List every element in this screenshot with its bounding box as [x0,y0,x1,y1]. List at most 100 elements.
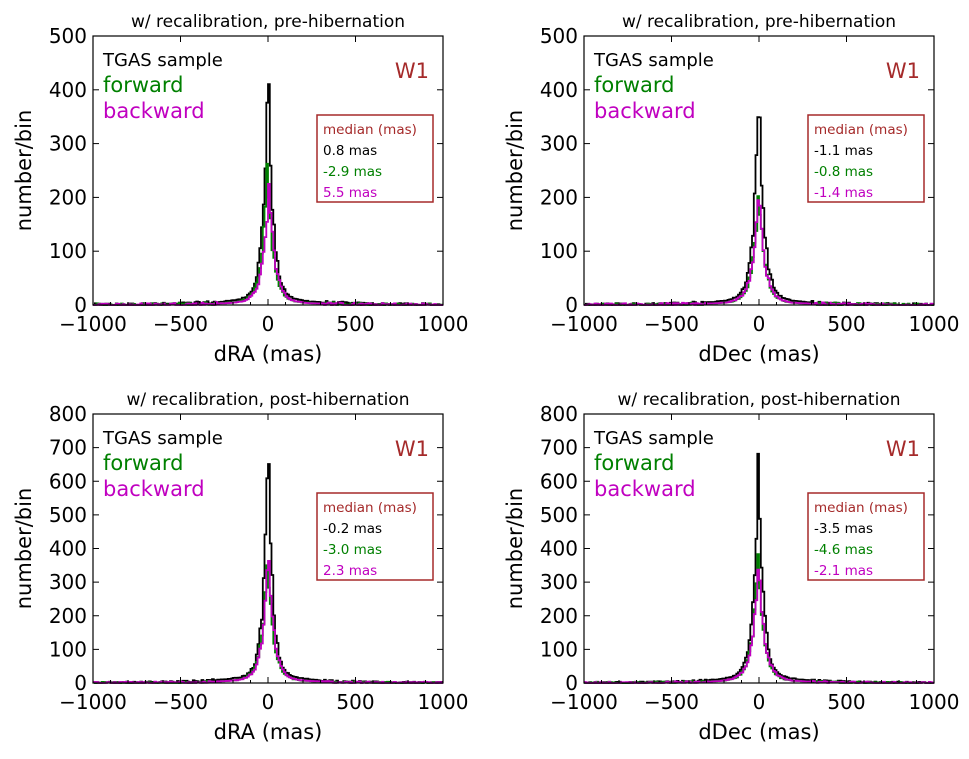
y-tick-label: 500 [540,24,578,48]
legend-backward: backward [103,99,205,123]
y-tick-label: 400 [540,78,578,102]
x-tick-label: −1000 [59,312,127,336]
y-tick-label: 500 [49,24,87,48]
x-tick-label: −1000 [550,312,618,336]
y-tick-label: 600 [540,469,578,493]
legend-tgas: TGAS sample [102,50,223,71]
median-value: -1.4 mas [814,185,873,201]
chart-title: w/ recalibration, pre-hibernation [622,12,896,32]
band-label: W1 [886,437,920,461]
median-header: median (mas) [323,122,417,138]
legend-backward: backward [594,477,696,501]
legend-tgas: TGAS sample [593,50,714,71]
median-value: -3.0 mas [323,542,382,558]
y-tick-label: 300 [49,570,87,594]
y-tick-label: 0 [74,293,87,317]
y-tick-label: 200 [540,185,578,209]
x-axis-label: dDec (mas) [698,720,819,744]
y-tick-label: 400 [540,537,578,561]
y-axis-label: number/bin [503,488,527,610]
y-tick-label: 100 [49,239,87,263]
legend-backward: backward [103,477,205,501]
x-tick-label: −500 [153,312,208,336]
median-value: -2.1 mas [814,563,873,579]
legend-tgas: TGAS sample [102,428,223,449]
y-axis-label: number/bin [503,110,527,232]
median-value: 5.5 mas [323,185,377,201]
x-tick-label: −500 [644,312,699,336]
y-axis-label: number/bin [12,488,36,610]
y-tick-label: 500 [49,503,87,527]
y-tick-label: 200 [540,604,578,628]
legend-backward: backward [594,99,696,123]
y-axis-label: number/bin [12,110,36,232]
y-tick-label: 500 [540,503,578,527]
median-value: -0.2 mas [323,521,382,537]
x-tick-label: −1000 [550,690,618,714]
x-tick-label: 500 [336,690,374,714]
legend-tgas: TGAS sample [593,428,714,449]
chart-title: w/ recalibration, pre-hibernation [131,12,405,32]
chart-title: w/ recalibration, post-hibernation [618,390,901,410]
median-value: 2.3 mas [323,563,377,579]
x-tick-label: −500 [153,690,208,714]
x-tick-label: 1000 [418,312,469,336]
legend-forward: forward [103,451,184,475]
y-tick-label: 0 [565,293,578,317]
legend-forward: forward [103,73,184,97]
median-value: -3.5 mas [814,521,873,537]
legend-forward: forward [594,451,675,475]
x-tick-label: 1000 [909,312,960,336]
panel-4: −1000 −500 0 500 1000 0 100 200 300 400 500 600 700 8… [503,390,959,744]
y-tick-label: 200 [49,604,87,628]
y-tick-label: 400 [49,537,87,561]
series-forward [93,564,443,684]
band-label: W1 [395,59,429,83]
median-header: median (mas) [814,122,908,138]
y-tick-label: 100 [540,637,578,661]
panel-3: −1000 −500 0 500 1000 0 100 200 300 400 500 600 700 8… [12,390,468,744]
y-tick-label: 100 [540,239,578,263]
x-tick-label: 1000 [418,690,469,714]
x-axis-label: dRA (mas) [214,720,323,744]
median-header: median (mas) [323,500,417,516]
x-tick-label: −1000 [59,690,127,714]
y-tick-label: 400 [49,78,87,102]
y-tick-label: 600 [49,469,87,493]
x-tick-label: 0 [262,312,275,336]
y-tick-label: 300 [540,570,578,594]
y-tick-label: 300 [540,132,578,156]
series-backward [584,199,934,306]
median-value: -1.1 mas [814,143,873,159]
series-forward [584,195,934,306]
panel-2: −1000 −500 0 500 1000 0 100 200 300 400 500 w/ reca… [503,12,959,366]
median-box [316,492,434,581]
x-tick-label: −500 [644,690,699,714]
median-value: 0.8 mas [323,143,377,159]
series-backward [93,560,443,684]
median-header: median (mas) [814,500,908,516]
band-label: W1 [886,59,920,83]
y-tick-label: 700 [49,436,87,460]
x-tick-label: 0 [753,312,766,336]
x-tick-label: 500 [827,690,865,714]
x-tick-label: 1000 [909,690,960,714]
y-tick-label: 0 [74,671,87,695]
x-tick-label: 0 [262,690,275,714]
y-tick-label: 700 [540,436,578,460]
median-value: -2.9 mas [323,164,382,180]
panel-1: −1000 −500 0 500 1000 0 100 200 300 400 500 w/ reca… [12,12,468,366]
band-label: W1 [395,437,429,461]
median-value: -0.8 mas [814,164,873,180]
y-tick-label: 100 [49,637,87,661]
y-tick-label: 200 [49,185,87,209]
x-axis-label: dRA (mas) [214,342,323,366]
median-box [316,114,434,203]
y-tick-label: 300 [49,132,87,156]
chart-title: w/ recalibration, post-hibernation [127,390,410,410]
x-tick-label: 500 [827,312,865,336]
median-value: -4.6 mas [814,542,873,558]
x-tick-label: 0 [753,690,766,714]
y-tick-label: 800 [540,402,578,426]
